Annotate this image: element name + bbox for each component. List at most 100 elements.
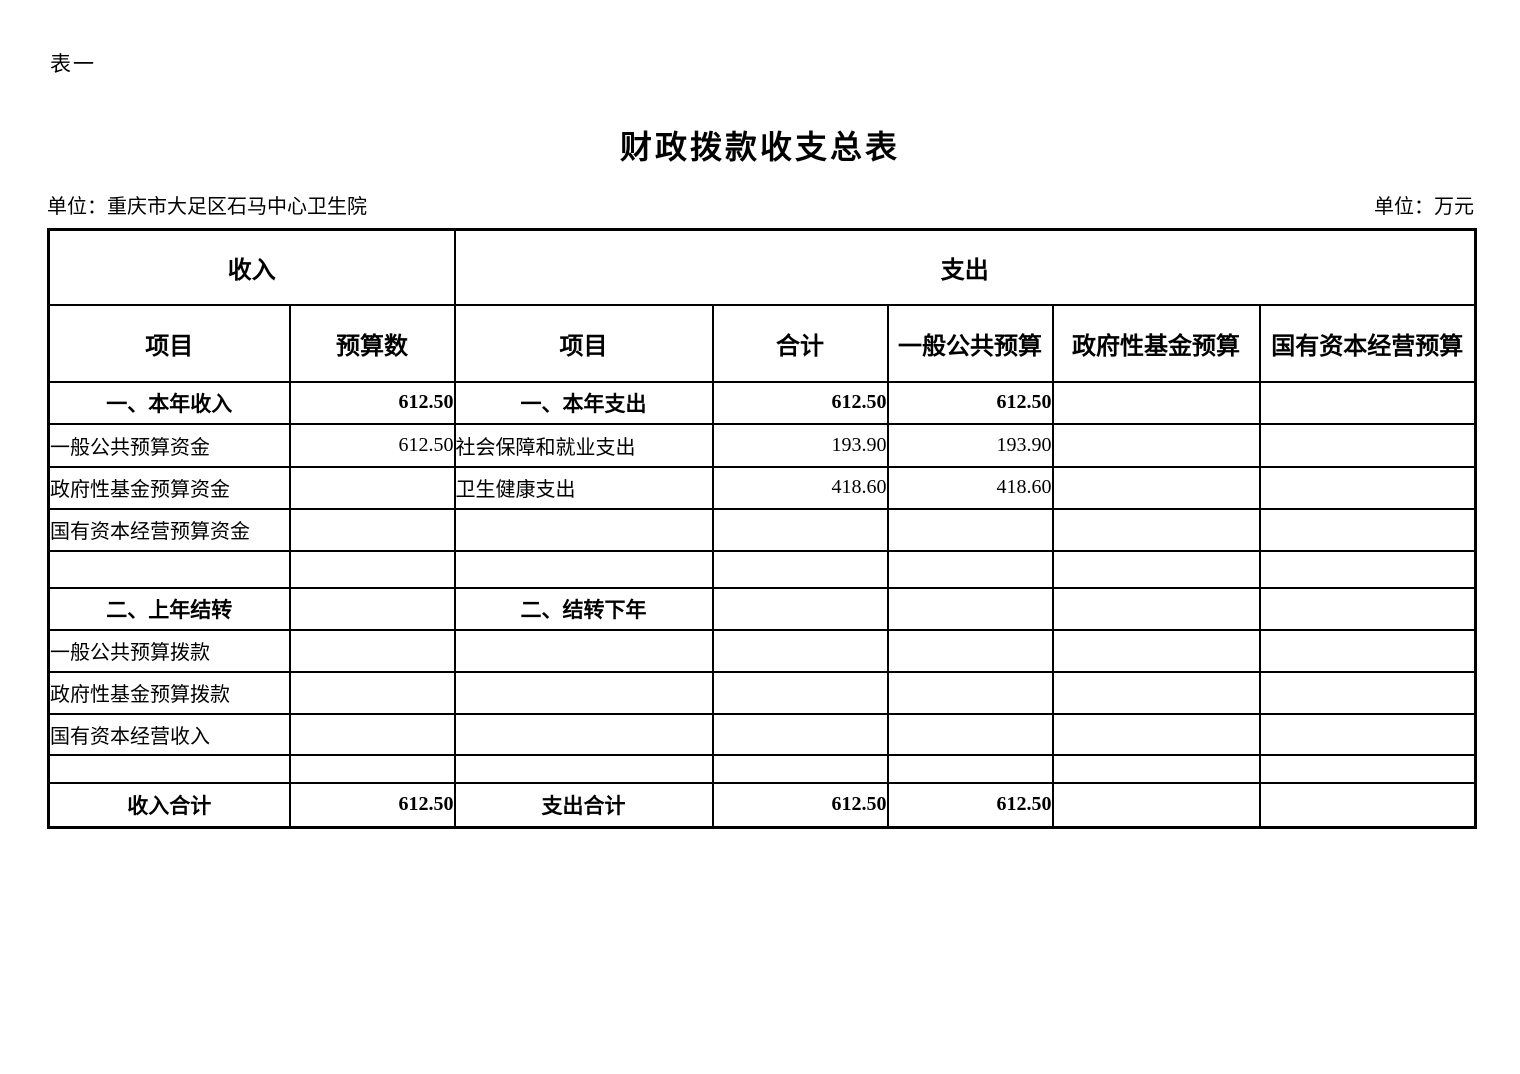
- cell-general-public-amount: 418.60: [886, 465, 1054, 510]
- cell-government-fund-total: [1051, 781, 1261, 829]
- cell-expenditure-total: 193.90: [711, 422, 889, 468]
- cell-government-fund-amount: [1051, 380, 1261, 425]
- cell-state-capital-amount: [1258, 507, 1477, 552]
- cell-state-capital-amount: [1258, 380, 1477, 425]
- cell-general-public-total: 612.50: [886, 781, 1054, 829]
- col-header-general-public-budget: 一般公共预算: [886, 303, 1054, 383]
- currency-unit-label: 单位：万元: [1374, 196, 1474, 218]
- cell-state-capital-amount: [1258, 586, 1477, 631]
- cell-income-item: 国有资本经营预算资金: [47, 507, 291, 552]
- cell-income-amount: [288, 465, 456, 510]
- cell-income-amount: [288, 712, 456, 756]
- col-header-budget-amount: 预算数: [288, 303, 456, 383]
- cell-blank: [1051, 549, 1261, 589]
- cell-expenditure-total-label: 支出合计: [453, 781, 714, 829]
- cell-income-amount: 612.50: [288, 380, 456, 425]
- cell-state-capital-amount: [1258, 628, 1477, 673]
- cell-income-amount: 612.50: [288, 422, 456, 468]
- cell-general-public-amount: 193.90: [886, 422, 1054, 468]
- row-government-fund-budget-allocations: 政府性基金预算拨款: [47, 670, 1477, 715]
- row-spacer: [47, 753, 1477, 784]
- cell-income-item: 政府性基金预算资金: [47, 465, 291, 510]
- cell-state-capital-amount: [1258, 712, 1477, 756]
- cell-income-item: 政府性基金预算拨款: [47, 670, 291, 715]
- row-state-capital-budget-funds: 国有资本经营预算资金: [47, 507, 1477, 552]
- table-header-row-1: 收入 支出: [47, 228, 1477, 306]
- row-government-fund-budget-funds: 政府性基金预算资金 卫生健康支出 418.60 418.60: [47, 465, 1477, 510]
- cell-income-amount: [288, 628, 456, 673]
- col-header-expenditure-item: 项目: [453, 303, 714, 383]
- cell-income-item: 一般公共预算资金: [47, 422, 291, 468]
- col-header-government-fund-budget: 政府性基金预算: [1051, 303, 1261, 383]
- cell-general-public-amount: [886, 628, 1054, 673]
- cell-expenditure-item: 卫生健康支出: [453, 465, 714, 510]
- cell-government-fund-amount: [1051, 465, 1261, 510]
- cell-state-capital-amount: [1258, 465, 1477, 510]
- budget-summary-table: 收入 支出 项目 预算数 项目 合计 一般公共预算 政府性基金预算 国有资本经营…: [47, 228, 1478, 829]
- cell-income-category: 一、本年收入: [47, 380, 291, 425]
- cell-government-fund-amount: [1051, 670, 1261, 715]
- cell-expenditure-total: 612.50: [711, 380, 889, 425]
- cell-general-public-amount: [886, 586, 1054, 631]
- cell-government-fund-amount: [1051, 712, 1261, 756]
- unit-row: 单位：重庆市大足区石马中心卫生院 单位：万元: [47, 190, 1474, 219]
- col-header-income-item: 项目: [47, 303, 291, 383]
- cell-blank: [47, 549, 291, 589]
- cell-expenditure-category: 二、结转下年: [453, 586, 714, 631]
- cell-income-category: 二、上年结转: [47, 586, 291, 631]
- cell-blank: [1258, 753, 1477, 784]
- cell-general-public-amount: [886, 712, 1054, 756]
- cell-blank: [453, 753, 714, 784]
- col-header-state-capital-budget: 国有资本经营预算: [1258, 303, 1477, 383]
- cell-income-total-label: 收入合计: [47, 781, 291, 829]
- cell-expenditure-total: [711, 670, 889, 715]
- cell-expenditure-item: 社会保障和就业支出: [453, 422, 714, 468]
- cell-government-fund-amount: [1051, 507, 1261, 552]
- cell-state-capital-amount: [1258, 670, 1477, 715]
- cell-expenditure-total: 418.60: [711, 465, 889, 510]
- cell-blank: [453, 549, 714, 589]
- cell-income-item: 国有资本经营收入: [47, 712, 291, 756]
- cell-income-amount: [288, 507, 456, 552]
- cell-expenditure-total: [711, 712, 889, 756]
- cell-expenditure-category: 一、本年支出: [453, 380, 714, 425]
- cell-income-amount: [288, 670, 456, 715]
- row-general-public-budget-allocations: 一般公共预算拨款: [47, 628, 1477, 673]
- cell-expenditure-item: [453, 712, 714, 756]
- page-title: 财政拨款收支总表: [619, 129, 900, 165]
- cell-general-public-amount: 612.50: [886, 380, 1054, 425]
- cell-blank: [711, 549, 889, 589]
- cell-blank: [288, 549, 456, 589]
- income-section-header: 收入: [47, 228, 456, 306]
- cell-general-public-amount: [886, 507, 1054, 552]
- cell-income-total-amount: 612.50: [288, 781, 456, 829]
- cell-expenditure-item: [453, 507, 714, 552]
- cell-blank: [711, 753, 889, 784]
- row-carryover-categories: 二、上年结转 二、结转下年: [47, 586, 1477, 631]
- row-state-capital-operation-income: 国有资本经营收入: [47, 712, 1477, 756]
- expenditure-section-header: 支出: [453, 228, 1477, 306]
- row-spacer: [47, 549, 1477, 589]
- col-header-total: 合计: [711, 303, 889, 383]
- cell-expenditure-total: [711, 628, 889, 673]
- cell-state-capital-amount: [1258, 422, 1477, 468]
- cell-blank: [47, 753, 291, 784]
- cell-expenditure-item: [453, 670, 714, 715]
- cell-blank: [886, 549, 1054, 589]
- cell-expenditure-total: [711, 586, 889, 631]
- cell-income-item: 一般公共预算拨款: [47, 628, 291, 673]
- row-current-year-totals: 一、本年收入 612.50 一、本年支出 612.50 612.50: [47, 380, 1477, 425]
- cell-blank: [1258, 549, 1477, 589]
- cell-blank: [1051, 753, 1261, 784]
- cell-income-amount: [288, 586, 456, 631]
- cell-state-capital-total: [1258, 781, 1477, 829]
- org-unit-label: 单位：重庆市大足区石马中心卫生院: [47, 196, 367, 218]
- cell-blank: [288, 753, 456, 784]
- cell-general-public-amount: [886, 670, 1054, 715]
- cell-government-fund-amount: [1051, 586, 1261, 631]
- cell-government-fund-amount: [1051, 628, 1261, 673]
- cell-expenditure-total: [711, 507, 889, 552]
- cell-expenditure-total-amount: 612.50: [711, 781, 889, 829]
- cell-blank: [886, 753, 1054, 784]
- cell-government-fund-amount: [1051, 422, 1261, 468]
